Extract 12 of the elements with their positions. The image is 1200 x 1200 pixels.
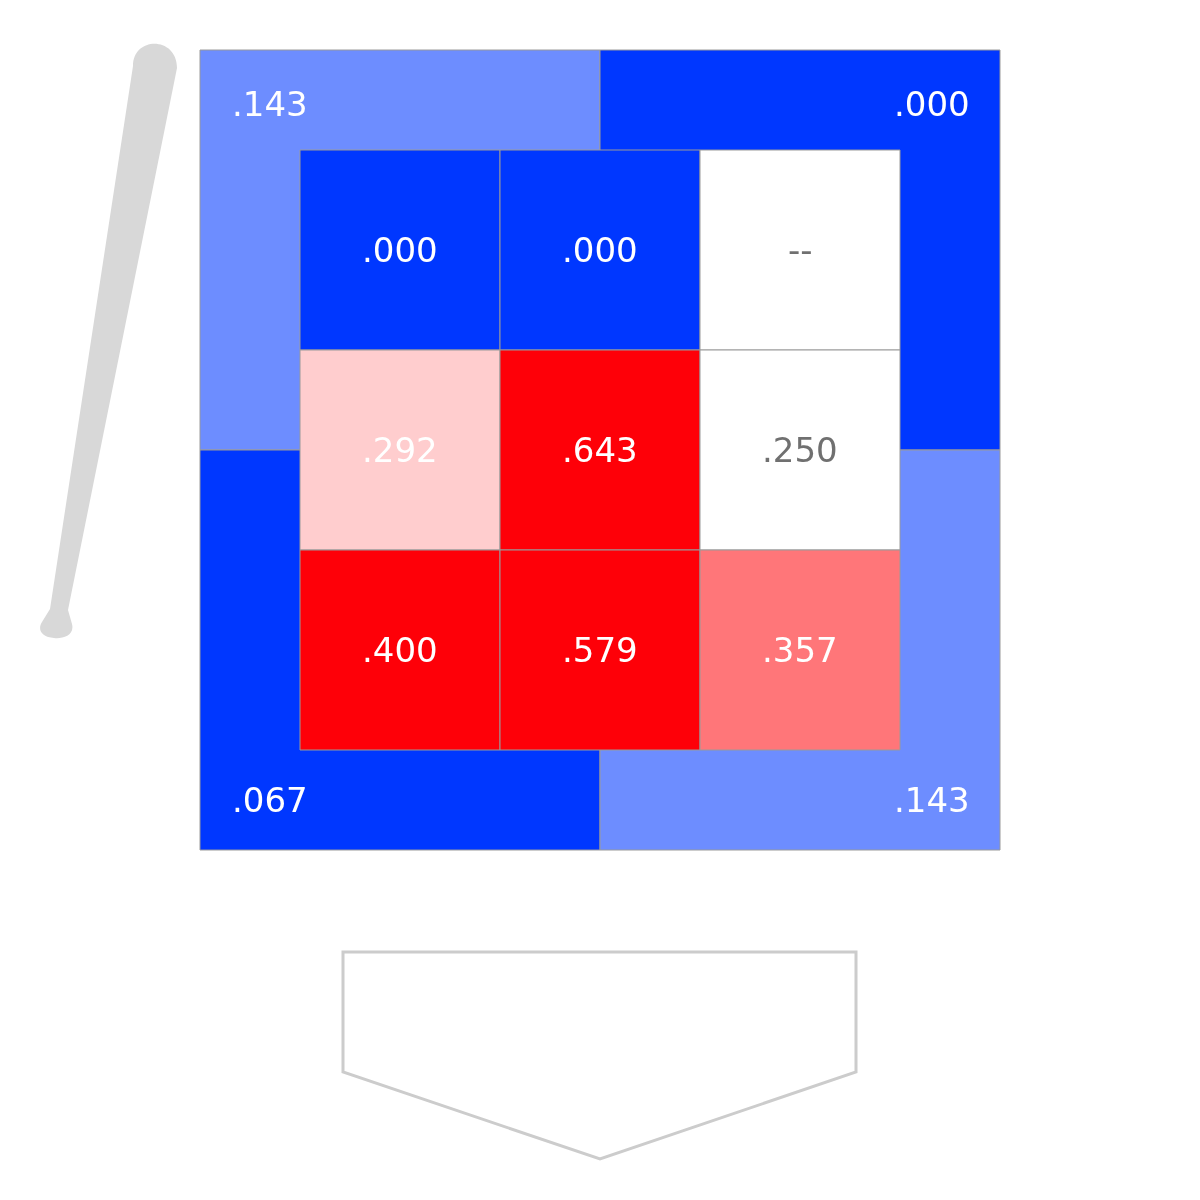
data-label: .000 <box>562 230 638 270</box>
data-label: .143 <box>894 780 970 820</box>
data-label: .579 <box>562 630 638 670</box>
text: -- <box>788 230 813 270</box>
data-label: .000 <box>362 230 438 270</box>
data-label: .357 <box>762 630 838 670</box>
data-label: .643 <box>562 430 638 470</box>
data-label: .067 <box>232 780 308 820</box>
data-label: .143 <box>232 84 308 124</box>
data-label: .000 <box>894 84 970 124</box>
data-label: .400 <box>362 630 438 670</box>
data-label: .250 <box>762 430 838 470</box>
